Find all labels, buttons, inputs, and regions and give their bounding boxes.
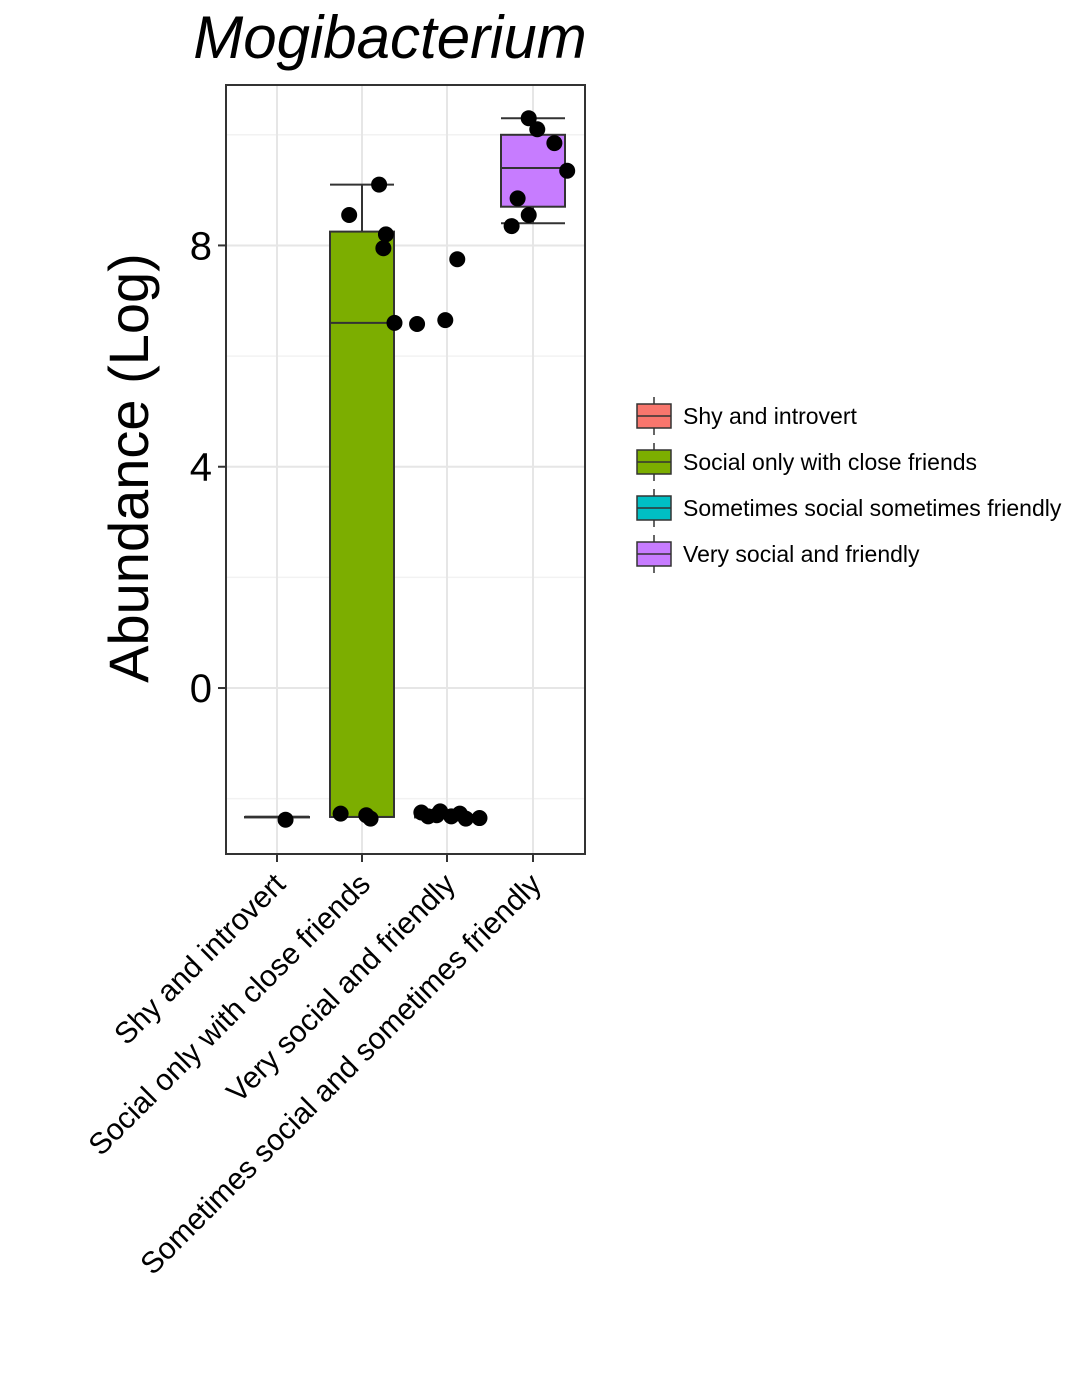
data-point (341, 207, 358, 224)
y-tick-label: 4 (190, 446, 212, 490)
plot-border (225, 84, 586, 855)
data-point (277, 811, 294, 828)
data-points (277, 110, 576, 828)
data-point (559, 162, 576, 179)
data-point (362, 810, 379, 827)
data-point (520, 110, 537, 127)
data-point (377, 226, 394, 243)
data-point (332, 805, 349, 822)
legend-label: Very social and friendly (683, 541, 920, 567)
box-plot (329, 183, 395, 818)
data-point (449, 251, 466, 268)
box-body (329, 230, 395, 818)
data-point (471, 810, 488, 827)
legend-label: Shy and introvert (683, 403, 857, 429)
data-point (386, 314, 403, 331)
data-point (457, 810, 474, 827)
legend: Shy and introvert Social only with close … (636, 397, 1062, 573)
data-point (509, 190, 526, 207)
box-plot (244, 815, 310, 819)
legend-item: Very social and friendly (636, 535, 920, 573)
y-axis: 0 4 8 (190, 224, 226, 711)
y-tick-label: 8 (190, 224, 212, 268)
y-axis-label: Abundance (Log) (97, 253, 160, 683)
data-point (371, 176, 388, 193)
y-tick-label: 0 (190, 667, 212, 711)
data-point (375, 240, 392, 257)
data-point (503, 218, 520, 235)
plot-area (225, 84, 586, 855)
legend-item: Social only with close friends (636, 443, 977, 481)
x-tick-label: Sometimes social and sometimes friendly (134, 868, 548, 1282)
legend-label: Social only with close friends (683, 449, 977, 475)
data-point (529, 121, 546, 138)
legend-label: Sometimes social sometimes friendly (683, 495, 1062, 521)
data-point (409, 315, 426, 332)
legend-item: Sometimes social sometimes friendly (636, 489, 1062, 527)
data-point (520, 207, 537, 224)
chart-title: Mogibacterium (193, 4, 587, 71)
data-point (437, 312, 454, 329)
legend-item: Shy and introvert (636, 397, 857, 435)
data-point (546, 135, 563, 152)
